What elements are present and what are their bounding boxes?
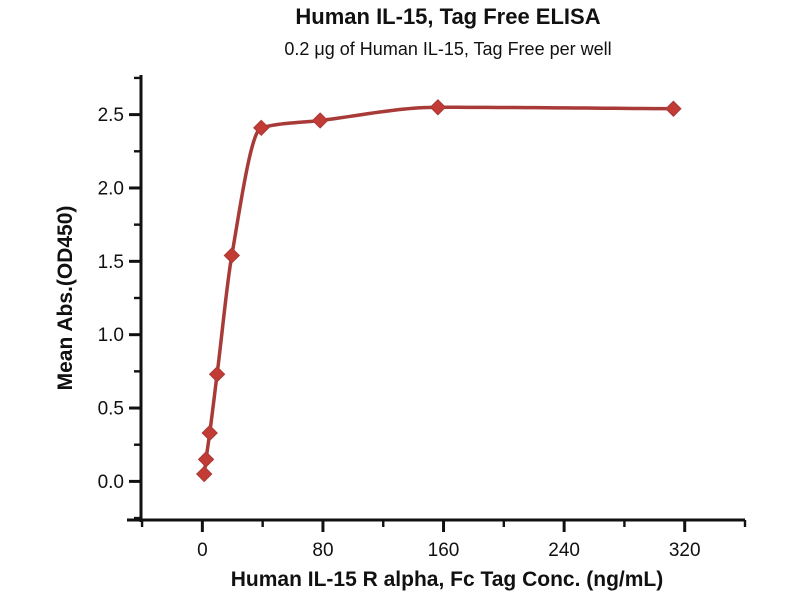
y-tick-label: 0.0 xyxy=(98,472,124,493)
y-axis-title: Mean Abs.(OD450) xyxy=(54,206,77,391)
x-tick-label: 80 xyxy=(312,540,333,561)
data-point xyxy=(195,465,213,483)
data-point xyxy=(665,100,682,117)
data-point xyxy=(253,119,270,137)
chart-title: Human IL-15, Tag Free ELISA xyxy=(295,4,600,29)
data-point xyxy=(197,451,215,468)
x-axis-title: Human IL-15 R alpha, Fc Tag Conc. (ng/mL… xyxy=(231,568,663,591)
data-point xyxy=(311,112,329,129)
x-tick-label: 240 xyxy=(548,540,580,561)
fit-curve xyxy=(202,105,676,476)
data-point xyxy=(201,424,218,442)
y-tick-label: 2.0 xyxy=(98,178,124,199)
chart-subtitle: 0.2 μg of Human IL-15, Tag Free per well xyxy=(284,39,611,59)
y-tick-label: 0.5 xyxy=(98,399,124,420)
plot-area: 0.0 0.5 1.0 1.5 2.0 2.5 0 80 160 240 320 xyxy=(98,75,747,561)
x-tick-label: 160 xyxy=(428,540,460,561)
data-point xyxy=(223,247,241,264)
y-tick-label: 1.0 xyxy=(98,325,124,346)
data-point xyxy=(429,99,447,116)
y-tick-label: 2.5 xyxy=(98,105,124,126)
x-tick-label: 320 xyxy=(669,540,701,561)
y-tick-label: 1.5 xyxy=(98,252,124,273)
x-tick-label: 0 xyxy=(197,540,208,561)
data-point xyxy=(208,366,226,383)
